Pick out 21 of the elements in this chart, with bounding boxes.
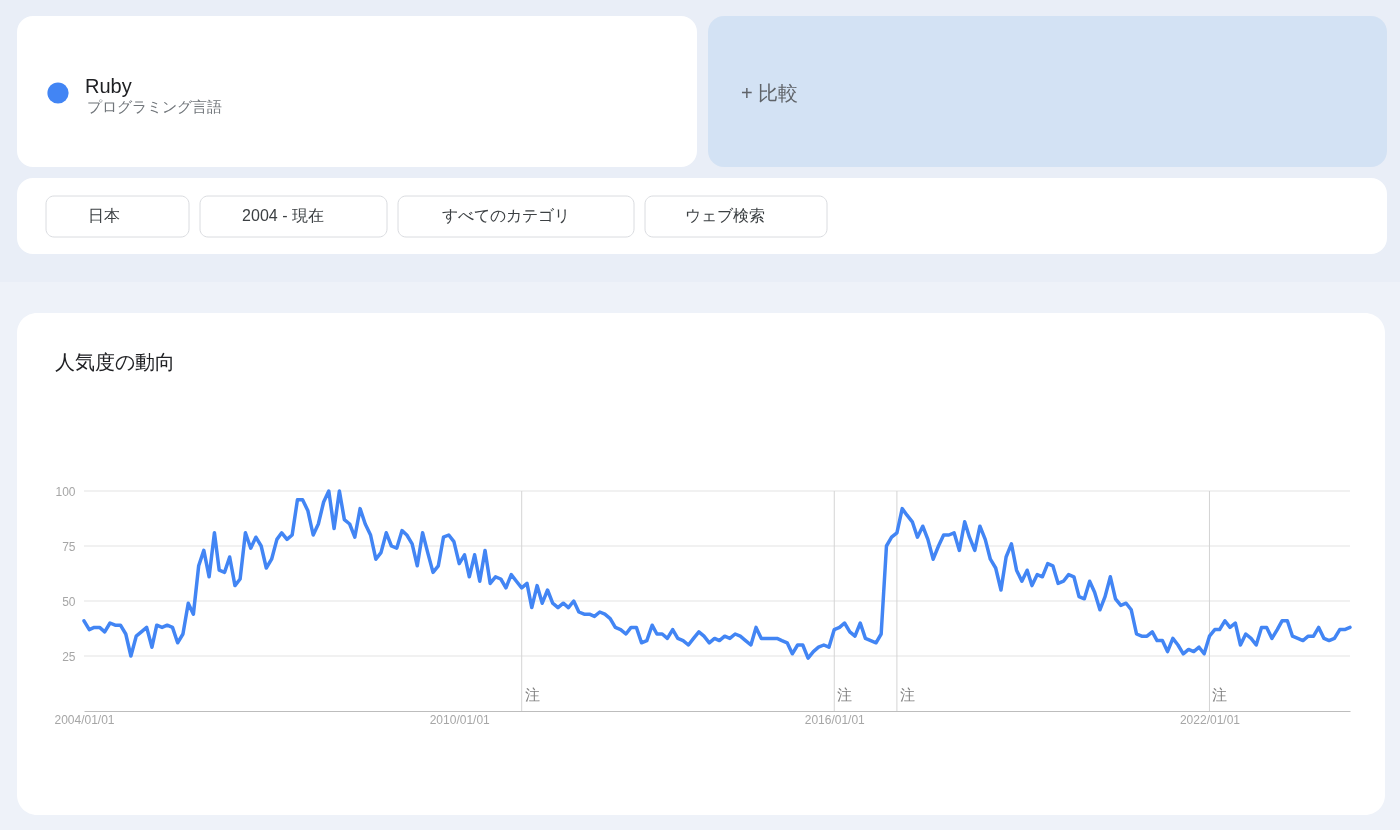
x-tick-label: 2004/01/01 <box>54 712 115 727</box>
text: ウェブ検索 <box>685 207 765 224</box>
text: 2004 - 現在 <box>242 207 324 224</box>
y-tick-label: 25 <box>62 649 76 664</box>
chart-title: 人気度の動向 <box>55 351 175 373</box>
text: プログラミング言語 <box>87 98 222 115</box>
ref-line-label: 注 <box>524 686 540 703</box>
text: 日本 <box>88 207 120 224</box>
y-tick-label: 100 <box>55 484 76 499</box>
y-tick-label: 50 <box>62 594 76 609</box>
line-series <box>82 489 1352 660</box>
ref-line-label: 注 <box>1212 686 1228 703</box>
text: + 比較 <box>741 82 799 104</box>
text: すべてのカテゴリ <box>442 207 570 224</box>
x-tick-label: 2022/01/01 <box>1179 712 1241 727</box>
x-tick-label: 2016/01/01 <box>804 712 866 727</box>
legend-label: Ruby <box>85 75 132 97</box>
x-tick-label: 2010/01/01 <box>429 712 491 727</box>
ref-line-label: 注 <box>837 686 853 703</box>
ref-line-label: 注 <box>899 686 915 703</box>
y-tick-label: 75 <box>62 539 76 554</box>
